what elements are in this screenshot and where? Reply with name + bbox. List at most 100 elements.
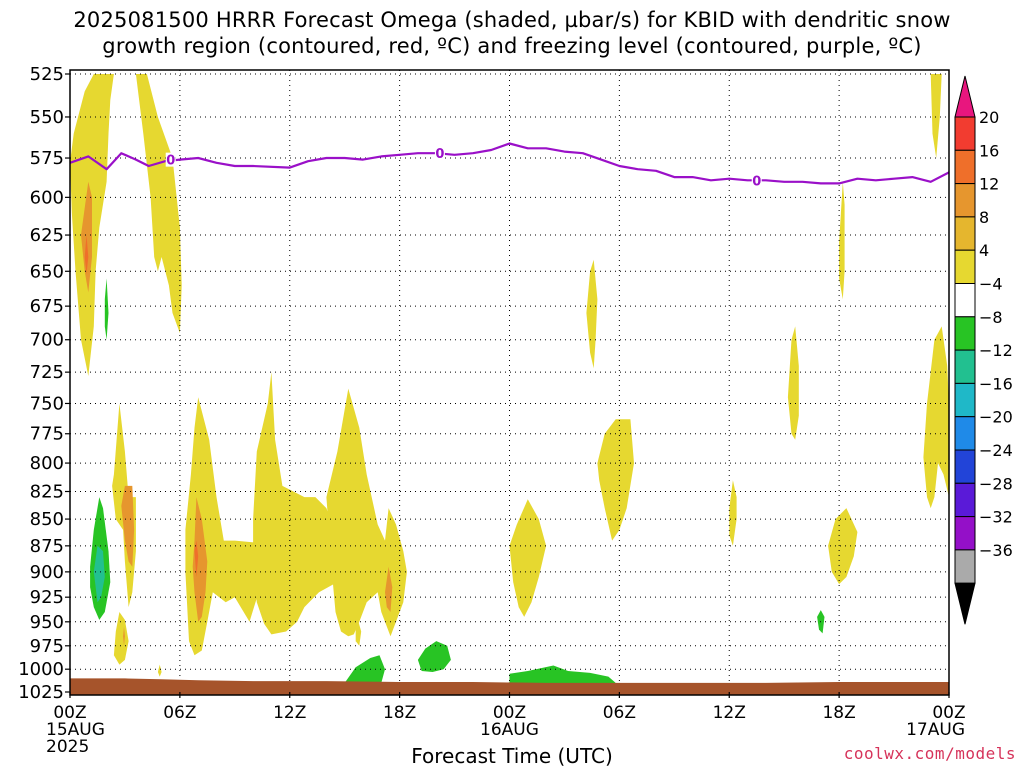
omega-region-20 <box>597 419 634 541</box>
omega-region-23 <box>839 181 845 300</box>
x-tick-label-1-0: 06Z <box>163 703 196 723</box>
y-tick-label-675: 675 <box>30 296 64 317</box>
y-tick-label-1025: 1025 <box>18 682 64 703</box>
colorbar-top-arrow <box>954 75 976 118</box>
omega-region-21 <box>586 259 598 369</box>
x-tick-label-5-0: 06Z <box>603 703 636 723</box>
colorbar: 20 16 12 8 4 −4 −8 −12 −16 −20 −24 −28 −32 −36 <box>954 75 1013 625</box>
colorbar-bottom-arrow <box>954 582 976 625</box>
omega-region-22 <box>787 326 799 440</box>
x-tick-label-4-0: 00Z <box>493 703 526 723</box>
omega-region-19 <box>509 499 547 617</box>
y-tick-label-800: 800 <box>30 453 64 474</box>
colorbar-label-13: −36 <box>979 541 1013 560</box>
colorbar-label-10: −24 <box>979 441 1013 460</box>
colorbar-label-0: 20 <box>979 108 999 127</box>
colorbar-label-8: −16 <box>979 374 1013 393</box>
freezing-label-2: 0 <box>752 174 761 189</box>
y-tick-label-525: 525 <box>30 64 64 85</box>
y-tick-label-550: 550 <box>30 107 64 128</box>
omega-region-11 <box>93 545 105 603</box>
colorbar-box-12 <box>954 482 976 518</box>
colorbar-box-4 <box>954 216 976 251</box>
freezing-label-bg-1 <box>434 146 445 161</box>
omega-region-4 <box>104 278 109 340</box>
colorbar-label-3: 8 <box>979 208 989 227</box>
colorbar-box-8 <box>954 349 976 384</box>
colorbar-box-14 <box>954 549 976 584</box>
colorbar-box-1 <box>954 116 976 151</box>
omega-region-27 <box>828 508 858 585</box>
freezing-level-contour: 0 0 0 <box>70 142 949 189</box>
omega-region-25 <box>923 326 949 509</box>
freezing-label-1: 0 <box>435 147 444 162</box>
x-tick-label-8-0: 00Z <box>932 703 965 723</box>
colorbar-label-4: 4 <box>979 241 989 260</box>
colorbar-box-10 <box>954 416 976 451</box>
y-tick-label-750: 750 <box>30 393 64 414</box>
omega-region-30 <box>417 641 451 672</box>
omega-region-14 <box>194 540 199 577</box>
colorbar-label-7: −12 <box>979 341 1013 360</box>
colorbar-box-9 <box>954 382 976 418</box>
colorbar-label-1: 16 <box>979 141 999 160</box>
omega-region-9 <box>157 664 162 677</box>
omega-region-3 <box>135 74 182 334</box>
y-tick-label-700: 700 <box>30 330 64 351</box>
omega-region-7 <box>113 612 129 665</box>
y-tick-label-775: 775 <box>30 424 64 445</box>
y-tick-label-625: 625 <box>30 225 64 246</box>
colorbar-label-2: 12 <box>979 175 999 194</box>
omega-region-15 <box>253 372 345 635</box>
y-tick-label-825: 825 <box>30 481 64 502</box>
x-tick-label-8-1: 17AUG <box>906 720 965 740</box>
x-axis-label: Forecast Time (UTC) <box>411 744 613 768</box>
y-tick-label-950: 950 <box>30 612 64 633</box>
x-tick-label-0-2: 2025 <box>46 737 89 757</box>
omega-region-16 <box>326 388 407 637</box>
colorbar-label-5: −4 <box>979 275 1003 294</box>
x-tick-label-7-0: 18Z <box>822 703 855 723</box>
omega-region-29 <box>344 655 385 686</box>
colorbar-box-3 <box>954 183 976 218</box>
colorbar-label-9: −20 <box>979 408 1013 427</box>
omega-region-2 <box>84 235 89 275</box>
colorbar-box-11 <box>954 449 976 484</box>
omega-region-13 <box>192 497 208 622</box>
x-tick-label-2-0: 12Z <box>273 703 306 723</box>
omega-region-8 <box>123 626 125 646</box>
x-tick-label-6-0: 12Z <box>713 703 746 723</box>
terrain-fill <box>70 678 949 695</box>
y-tick-label-900: 900 <box>30 562 64 583</box>
chart-title-line-2: growth region (contoured, red, ºC) and f… <box>102 34 922 58</box>
x-tick-label-0-1: 15AUG <box>46 720 105 740</box>
x-tick-label-4-1: 16AUG <box>480 720 539 740</box>
y-tick-label-650: 650 <box>30 261 64 282</box>
y-tick-label-600: 600 <box>30 187 64 208</box>
y-axis: 525 550 575 600 625 650 675 700 725 750 775 800 825 8… <box>18 64 70 703</box>
y-tick-label-1000: 1000 <box>18 659 64 680</box>
omega-region-24 <box>930 74 942 158</box>
freezing-label-bg-0 <box>165 152 176 167</box>
y-tick-label-875: 875 <box>30 536 64 557</box>
omega-region-6 <box>121 485 135 567</box>
colorbar-box-7 <box>954 316 976 351</box>
freezing-label-bg-2 <box>751 173 762 188</box>
colorbar-box-2 <box>954 149 976 185</box>
colorbar-label-11: −28 <box>979 474 1013 493</box>
y-tick-label-725: 725 <box>30 362 64 383</box>
omega-region-18 <box>355 612 362 646</box>
colorbar-label-6: −8 <box>979 308 1003 327</box>
omega-region-17 <box>385 566 393 612</box>
omega-region-26 <box>729 480 737 546</box>
freezing-label-0: 0 <box>166 154 175 169</box>
colorbar-label-12: −32 <box>979 508 1013 527</box>
colorbar-box-13 <box>954 516 976 551</box>
omega-region-31 <box>509 665 616 685</box>
freezing-level-line <box>70 142 949 185</box>
terrain <box>70 678 949 695</box>
y-tick-label-850: 850 <box>30 509 64 530</box>
colorbar-box-6 <box>954 283 976 318</box>
x-tick-label-3-0: 18Z <box>383 703 416 723</box>
